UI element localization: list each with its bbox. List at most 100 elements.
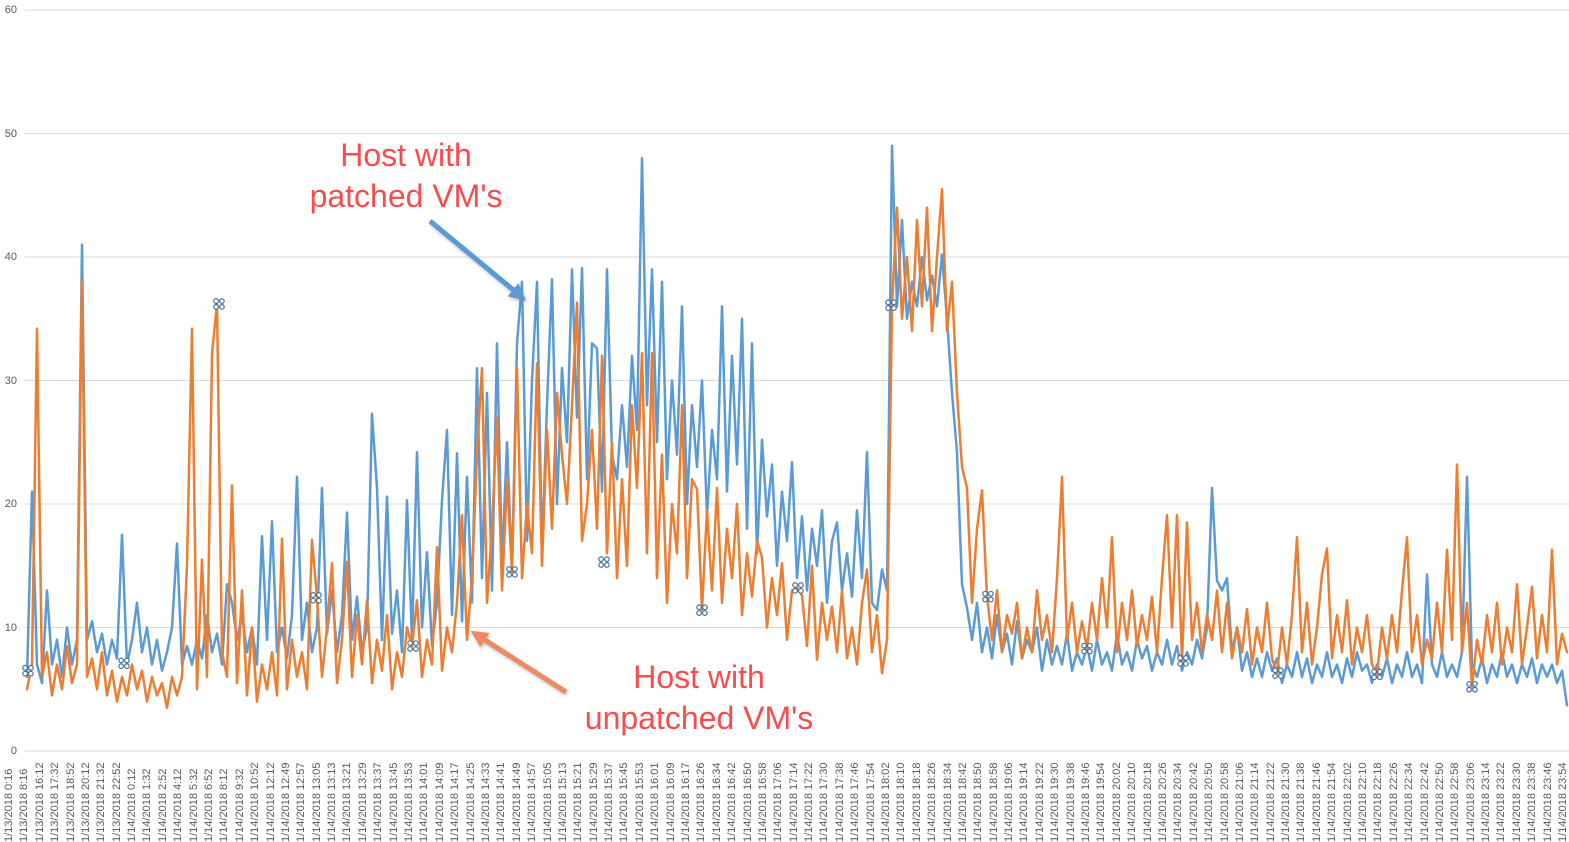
x-tick-label: 1/14/2018 13:13 [326, 762, 339, 842]
selected-point-handle[interactable] [506, 566, 518, 578]
x-tick-label: 1/14/2018 19:46 [1080, 762, 1093, 842]
x-tick-label: 1/13/2018 18:52 [64, 762, 77, 842]
x-tick-label: 1/13/2018 17:32 [49, 762, 62, 842]
annotation-text-line: Host with [340, 137, 472, 173]
x-tick-label: 1/14/2018 18:34 [941, 762, 954, 842]
x-tick-label: 1/14/2018 16:09 [664, 762, 677, 842]
x-tick-label: 1/14/2018 18:50 [972, 762, 985, 842]
x-tick-label: 1/14/2018 18:58 [987, 762, 1000, 842]
x-tick-label: 1/14/2018 16:42 [726, 762, 739, 842]
selected-point-handle[interactable] [1466, 680, 1478, 693]
selected-point-handle[interactable] [1371, 668, 1383, 681]
x-tick-label: 1/14/2018 18:26 [926, 762, 939, 842]
x-tick-label: 1/14/2018 5:32 [187, 768, 200, 842]
x-tick-label: 1/14/2018 10:52 [249, 762, 262, 842]
x-tick-label: 1/14/2018 21:30 [1280, 762, 1293, 842]
x-tick-label: 1/14/2018 16:26 [695, 762, 708, 842]
selected-point-handle[interactable] [982, 590, 994, 603]
x-tick-label: 1/14/2018 16:58 [756, 762, 769, 842]
x-tick-label: 1/14/2018 14:17 [449, 762, 462, 842]
x-tick-label: 1/14/2018 13:29 [356, 762, 369, 842]
x-tick-label: 1/14/2018 21:22 [1264, 762, 1277, 842]
x-tick-label: 1/14/2018 15:21 [572, 762, 585, 842]
x-tick-label: 1/14/2018 17:06 [772, 762, 785, 842]
x-tick-label: 1/14/2018 19:06 [1003, 762, 1016, 842]
x-tick-label: 1/14/2018 14:09 [433, 762, 446, 842]
x-tick-label: 1/14/2018 20:58 [1218, 762, 1231, 842]
annotation-text-unpatched[interactable]: Host with unpatched VM's [539, 657, 859, 739]
x-tick-label: 1/14/2018 17:30 [818, 762, 831, 842]
selected-point-handle[interactable] [1177, 655, 1189, 667]
x-tick-label: 1/14/2018 18:42 [956, 762, 969, 842]
x-tick-label: 1/14/2018 14:49 [510, 762, 523, 842]
x-tick-label: 1/14/2018 23:38 [1526, 762, 1539, 842]
selected-point-handle[interactable] [118, 657, 130, 670]
x-tick-label: 1/14/2018 13:37 [372, 762, 385, 842]
annotation-text-patched[interactable]: Host with patched VM's [246, 135, 566, 217]
x-tick-label: 1/14/2018 20:26 [1156, 762, 1169, 842]
annotation-arrow-unpatched[interactable] [470, 630, 568, 695]
x-tick-label: 1/14/2018 20:34 [1172, 762, 1185, 842]
x-tick-label: 1/14/2018 14:01 [418, 762, 431, 842]
x-tick-label: 1/14/2018 14:33 [479, 762, 492, 842]
x-tick-label: 1/14/2018 23:54 [1557, 762, 1569, 842]
x-tick-label: 1/13/2018 21:32 [95, 762, 108, 842]
series-line-patched[interactable] [25, 144, 1569, 707]
selected-point-handle[interactable] [213, 298, 225, 310]
x-tick-label: 1/14/2018 21:38 [1295, 762, 1308, 842]
selected-point-handle[interactable] [885, 299, 897, 311]
x-tick-label: 1/14/2018 16:50 [741, 762, 754, 842]
x-tick-label: 1/14/2018 15:05 [541, 762, 554, 842]
x-tick-label: 1/14/2018 14:57 [526, 762, 539, 842]
x-tick-label: 1/14/2018 15:29 [587, 762, 600, 842]
series-line-unpatched[interactable] [25, 187, 1569, 710]
x-tick-label: 1/13/2018 22:52 [110, 762, 123, 842]
x-tick-label: 1/14/2018 8:12 [218, 768, 231, 842]
y-tick-label: 60 [4, 4, 17, 16]
x-tick-label: 1/14/2018 17:14 [787, 762, 800, 842]
x-tick-label: 1/13/2018 20:12 [79, 762, 92, 842]
x-tick-label: 1/14/2018 1:32 [141, 768, 154, 842]
selected-point-handle[interactable] [598, 556, 610, 568]
x-tick-label: 1/14/2018 17:46 [849, 762, 862, 842]
x-tick-label: 1/14/2018 17:54 [864, 762, 877, 842]
y-tick-label: 50 [4, 127, 17, 140]
x-tick-label: 1/14/2018 19:54 [1095, 762, 1108, 842]
annotation-text-line: patched VM's [309, 178, 503, 214]
x-tick-label: 1/13/2018 16:12 [33, 762, 46, 842]
selected-point-handle[interactable] [1272, 667, 1284, 679]
x-tick-label: 1/14/2018 4:12 [172, 768, 185, 842]
x-tick-label: 1/14/2018 20:42 [1187, 762, 1200, 842]
x-tick-label: 1/14/2018 22:34 [1403, 762, 1416, 842]
selected-point-handle[interactable] [407, 640, 419, 652]
selected-point-handle[interactable] [310, 592, 322, 604]
x-tick-label: 1/14/2018 20:10 [1126, 762, 1139, 842]
x-tick-label: 1/14/2018 18:18 [910, 762, 923, 842]
x-tick-label: 1/14/2018 18:10 [895, 762, 908, 842]
x-tick-label: 1/14/2018 16:01 [649, 762, 662, 842]
x-tick-label: 1/14/2018 21:06 [1233, 762, 1246, 842]
gridlines [25, 9, 1569, 752]
x-tick-label: 1/14/2018 14:41 [495, 762, 508, 842]
x-tick-label: 1/14/2018 22:02 [1341, 762, 1354, 842]
x-tick-label: 1/14/2018 21:14 [1249, 762, 1262, 842]
x-tick-label: 1/14/2018 2:52 [156, 768, 169, 842]
x-tick-label: 1/14/2018 21:54 [1326, 762, 1339, 842]
x-tick-label: 1/14/2018 22:58 [1449, 762, 1462, 842]
x-tick-label: 1/14/2018 22:50 [1433, 762, 1446, 842]
selected-point-handle[interactable] [22, 664, 34, 677]
x-tick-label: 1/14/2018 23:46 [1541, 762, 1554, 842]
annotation-arrow-patched[interactable] [428, 219, 527, 301]
selected-point-handle[interactable] [696, 604, 708, 617]
x-tick-label: 1/14/2018 18:02 [880, 762, 892, 842]
y-tick-label: 40 [4, 251, 17, 263]
selected-point-handle[interactable] [1081, 642, 1093, 655]
x-tick-label: 1/13/2018 0:16 [3, 768, 15, 842]
selected-point-handle[interactable] [792, 582, 804, 594]
x-tick-label: 1/14/2018 6:52 [203, 768, 216, 842]
y-tick-label: 0 [10, 745, 17, 757]
x-tick-label: 1/14/2018 15:45 [618, 762, 631, 842]
x-tick-label: 1/14/2018 21:46 [1310, 762, 1323, 842]
